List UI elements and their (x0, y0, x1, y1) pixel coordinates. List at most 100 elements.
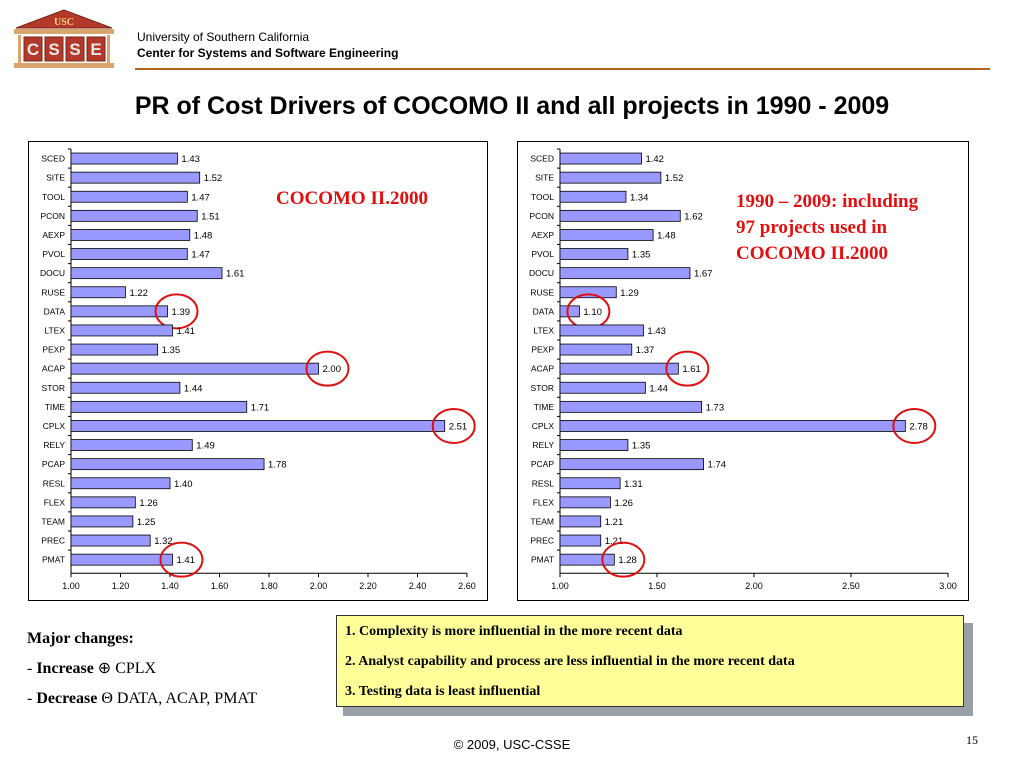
bar (70, 324, 173, 337)
increase-items: CPLX (115, 660, 157, 677)
x-tick-label: 1.00 (551, 581, 569, 591)
bar-value-label: 1.48 (657, 230, 676, 241)
highlight-circle (665, 350, 710, 387)
x-tick-label: 2.00 (310, 581, 328, 591)
bar (559, 553, 615, 566)
bar (559, 534, 602, 547)
bar (70, 248, 188, 260)
x-tick-label: 1.40 (161, 581, 179, 591)
x-tick-label: 3.00 (939, 581, 957, 591)
x-tick-label: 2.60 (458, 581, 476, 591)
logo-usc-text: USC (54, 17, 74, 28)
highlight-circle (601, 541, 646, 578)
increase-label: Increase (36, 660, 94, 677)
bar-value-label: 1.61 (226, 269, 245, 280)
bar (70, 439, 193, 451)
bar (559, 286, 617, 299)
bar-value-label: 1.21 (605, 536, 624, 547)
bar (559, 477, 621, 490)
category-label: LTEX (533, 325, 554, 335)
category-label: PCAP (531, 459, 554, 469)
category-label: STOR (42, 383, 65, 393)
category-label: SCED (41, 154, 65, 164)
bar-value-label: 1.42 (645, 154, 664, 165)
center-name: Center for Systems and Software Engineer… (137, 46, 399, 60)
bar-value-label: 1.34 (630, 192, 648, 203)
bar-value-label: 1.26 (139, 498, 158, 509)
bar-value-label: 1.73 (706, 402, 725, 413)
logo-letter: C (27, 40, 39, 59)
bar (70, 534, 151, 547)
bar (70, 400, 248, 413)
bar (70, 515, 134, 528)
category-label: TOOL (42, 192, 65, 202)
finding-1: 1. Complexity is more influential in the… (345, 624, 683, 639)
category-label: RUSE (530, 287, 554, 297)
copyright: © 2009, USC-CSSE (453, 737, 571, 752)
bar-value-label: 1.48 (194, 230, 213, 241)
bar (559, 458, 704, 471)
category-label: PVOL (531, 249, 554, 259)
bar-value-label: 2.51 (449, 421, 468, 432)
bar-value-label: 1.51 (201, 211, 220, 222)
category-label: LTEX (44, 325, 65, 335)
right-note-line-1: 1990 – 2009: including (736, 191, 919, 212)
bar-value-label: 1.22 (129, 288, 148, 299)
category-label: FLEX (44, 497, 66, 507)
logo-letter: S (69, 40, 80, 59)
bar-value-label: 2.00 (323, 364, 342, 375)
highlight-circle (305, 350, 350, 387)
bar-value-label: 1.40 (174, 479, 193, 490)
bar (559, 362, 679, 375)
category-label: PREC (530, 536, 554, 546)
increase-symbol: ⊕ (97, 660, 112, 677)
bar (559, 515, 602, 528)
category-label: PCON (40, 211, 65, 221)
bar (70, 190, 188, 203)
major-changes-heading: Major changes: (27, 630, 134, 647)
bar (559, 400, 703, 413)
category-label: FLEX (533, 497, 555, 507)
bar (559, 420, 906, 432)
category-label: PCAP (42, 459, 65, 469)
bar-value-label: 1.26 (614, 498, 633, 509)
bar (70, 420, 446, 432)
category-label: RELY (532, 440, 554, 450)
bar-value-label: 1.35 (162, 345, 181, 356)
bar-value-label: 1.44 (184, 383, 203, 394)
bar-value-label: 1.43 (647, 326, 666, 337)
bar (559, 190, 627, 203)
bar (70, 458, 265, 471)
category-label: PEXP (531, 345, 554, 355)
bar-value-label: 1.78 (268, 460, 287, 471)
bar (70, 553, 173, 566)
bar (70, 305, 168, 318)
header-rule (135, 68, 990, 70)
category-label: PCON (529, 211, 554, 221)
chart-panel-1990-2009: SCED 1.42 SITE 1.52 TOOL 1.34 PCON 1.62 AEXP 1.48… (517, 141, 969, 601)
increase-line: - Increase ⊕ CPLX (27, 660, 157, 677)
bar (70, 381, 181, 394)
right-chart-note: 1990 – 2009: including 97 projects used … (736, 189, 918, 267)
category-label: TEAM (530, 516, 554, 526)
category-label: CPLX (532, 421, 555, 431)
finding-3: 3. Testing data is least influential (345, 684, 541, 699)
bar (559, 229, 654, 241)
category-label: RESL (532, 478, 554, 488)
bar-value-label: 1.61 (682, 364, 701, 375)
findings-box: 1. Complexity is more influential in the… (336, 615, 964, 707)
category-label: PVOL (42, 249, 65, 259)
category-label: PMAT (531, 555, 554, 565)
bar (559, 305, 580, 318)
bar (559, 209, 681, 222)
x-tick-label: 2.50 (842, 581, 860, 591)
bar-value-label: 1.10 (583, 307, 602, 318)
bar-value-label: 1.44 (649, 383, 668, 394)
bar-value-label: 1.39 (172, 307, 191, 318)
bar-value-label: 1.49 (196, 441, 215, 452)
bar-chart-cocomo-2000: SCED 1.43 SITE 1.52 TOOL 1.47 PCON 1.51 AEXP 1.48… (40, 148, 476, 591)
bar (70, 171, 201, 184)
category-label: DOCU (40, 268, 65, 278)
